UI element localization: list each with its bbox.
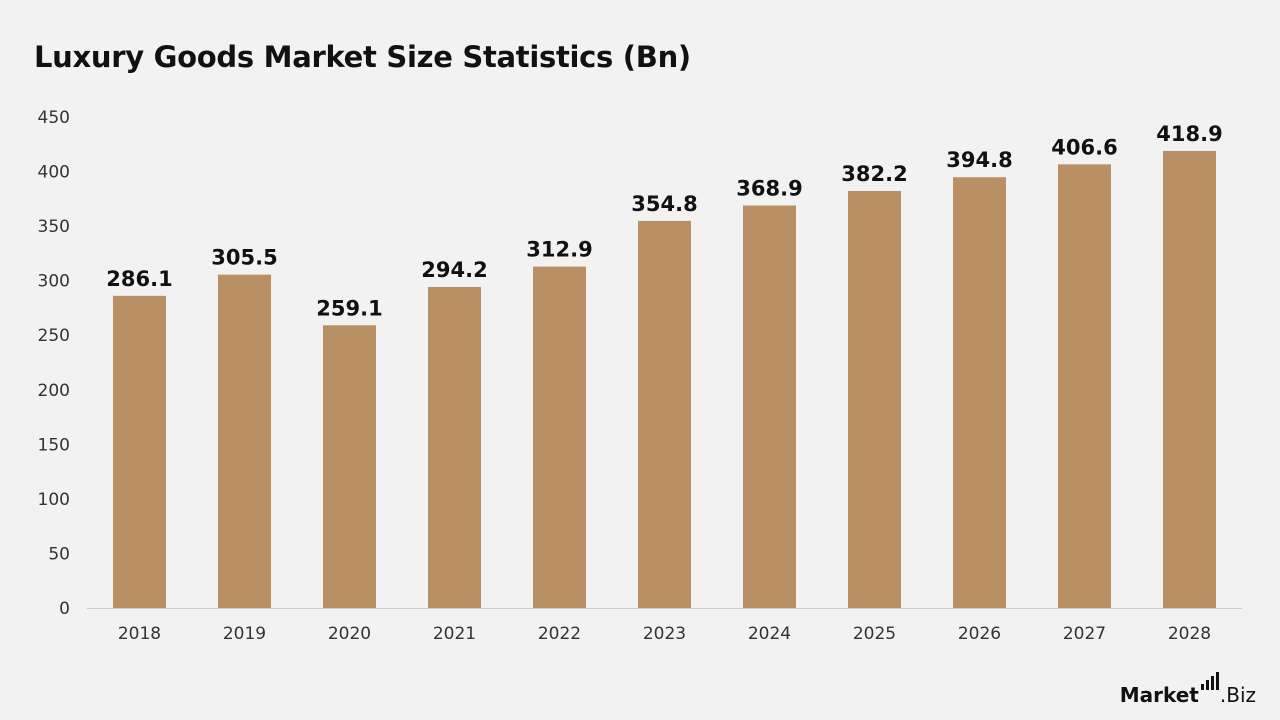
bar-2022 — [533, 266, 586, 608]
brand-suffix: .Biz — [1219, 683, 1256, 707]
data-label: 406.6 — [1051, 135, 1117, 159]
bar-2025 — [848, 190, 901, 608]
y-tick-label: 300 — [38, 272, 70, 292]
x-tick-label: 2021 — [433, 624, 476, 644]
x-tick-label: 2026 — [958, 624, 1001, 644]
data-label: 305.5 — [211, 246, 277, 270]
x-tick-label: 2019 — [223, 624, 266, 644]
x-tick-label: 2018 — [118, 624, 161, 644]
y-tick-label: 250 — [38, 326, 70, 346]
bar-2020 — [323, 325, 376, 608]
data-label: 382.2 — [841, 162, 907, 186]
y-tick-label: 400 — [38, 163, 70, 183]
data-label: 312.9 — [526, 238, 592, 262]
y-tick-label: 50 — [48, 544, 70, 564]
data-labels: 286.1 305.5 259.1 294.2 312.9 354.8 368.9 382.2… — [106, 122, 1222, 320]
data-label: 354.8 — [631, 192, 697, 216]
x-tick-label: 2020 — [328, 624, 371, 644]
x-axis-ticks: 2018 2019 2020 2021 2022 2023 2024 2025 2026 2027… — [118, 624, 1211, 644]
x-tick-label: 2022 — [538, 624, 581, 644]
y-axis-ticks: 0 50 100 150 200 250 300 350 400 450 — [38, 108, 70, 619]
bar-2026 — [953, 177, 1006, 608]
y-tick-label: 150 — [38, 435, 70, 455]
brand-name: Market — [1119, 683, 1199, 707]
data-label: 368.9 — [736, 176, 802, 200]
bar-2027 — [1058, 164, 1111, 608]
x-tick-label: 2024 — [748, 624, 791, 644]
x-tick-label: 2028 — [1168, 624, 1211, 644]
data-label: 259.1 — [316, 296, 382, 320]
y-tick-label: 100 — [38, 490, 70, 510]
x-tick-label: 2027 — [1063, 624, 1106, 644]
bars — [113, 150, 1216, 609]
bar-2028 — [1163, 150, 1216, 609]
bar-2023 — [638, 220, 691, 608]
bar-chart-icon — [1200, 672, 1219, 690]
data-label: 286.1 — [106, 267, 172, 291]
data-label: 394.8 — [946, 148, 1012, 172]
bar-2021 — [428, 286, 481, 608]
y-tick-label: 0 — [59, 599, 70, 619]
y-tick-label: 200 — [38, 381, 70, 401]
data-label: 294.2 — [421, 258, 487, 282]
y-tick-label: 350 — [38, 217, 70, 237]
x-tick-label: 2025 — [853, 624, 896, 644]
bar-2024 — [743, 205, 796, 608]
x-tick-label: 2023 — [643, 624, 686, 644]
y-tick-label: 450 — [38, 108, 70, 128]
bar-2018 — [113, 295, 166, 608]
brand-logo: Market .Biz — [1120, 672, 1256, 706]
data-label: 418.9 — [1156, 122, 1222, 146]
bar-2019 — [218, 274, 271, 608]
chart-title: Luxury Goods Market Size Statistics (Bn) — [34, 40, 691, 74]
